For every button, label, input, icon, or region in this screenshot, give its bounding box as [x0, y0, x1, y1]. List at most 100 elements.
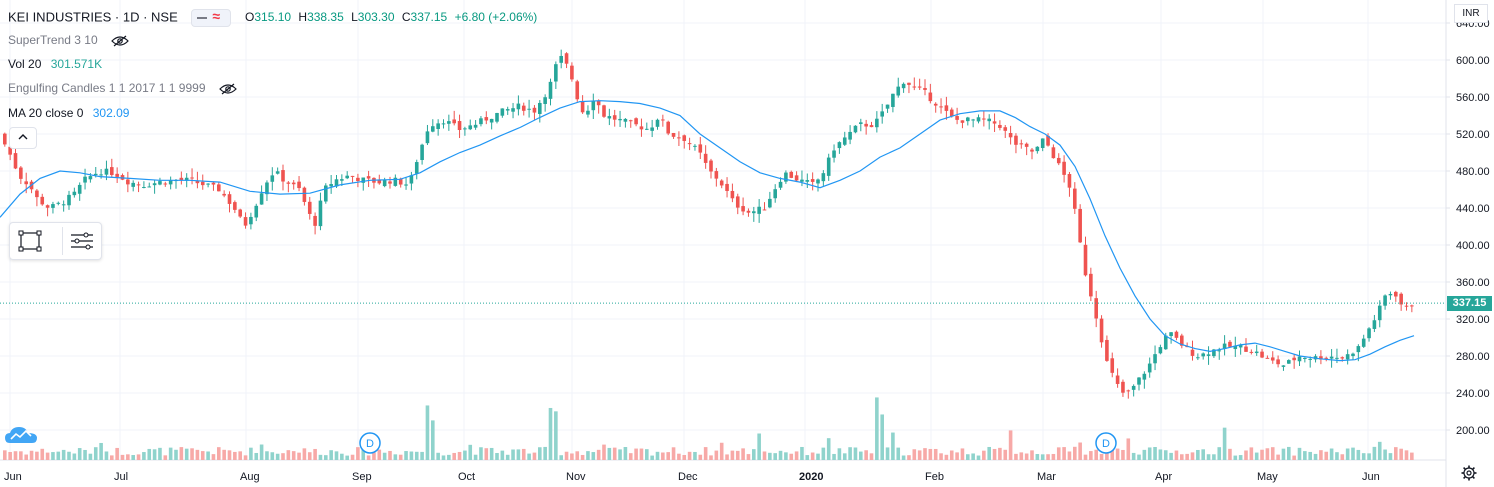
- candle-body: [168, 180, 173, 185]
- indicator-engulfing[interactable]: Engulfing Candles 1 1 2017 1 1 9999: [8, 81, 237, 95]
- candle-body: [1035, 146, 1040, 152]
- candle-body: [1137, 377, 1141, 385]
- dividend-marker-label: D: [366, 438, 374, 450]
- candle-body: [334, 179, 339, 187]
- candle-body: [126, 179, 130, 185]
- ohlc-values: O315.10 H338.35 L303.30 C337.15 +6.80 (+…: [245, 10, 537, 24]
- candle-body: [933, 103, 938, 106]
- volume-bar: [361, 446, 366, 460]
- candle-body: [923, 88, 927, 90]
- price-tick-label: 520.00: [1456, 129, 1490, 141]
- collapse-legend-button[interactable]: [9, 127, 37, 149]
- volume-bar: [500, 450, 505, 460]
- candle-body: [949, 109, 954, 117]
- candle-body: [864, 123, 868, 127]
- volume-bar: [447, 454, 451, 460]
- volume-bar: [628, 453, 633, 460]
- candle-body: [602, 105, 606, 117]
- eye-crossed-icon[interactable]: [218, 83, 237, 95]
- volume-bar: [554, 411, 558, 460]
- indicator-ma[interactable]: MA 20 close 0 302.09: [8, 106, 129, 120]
- tradingview-cloud-icon[interactable]: [4, 424, 38, 446]
- candle-body: [425, 131, 430, 144]
- volume-bar: [570, 453, 574, 460]
- volume-bar: [698, 454, 703, 460]
- gear-icon[interactable]: [1461, 465, 1477, 481]
- volume-bar: [393, 454, 398, 460]
- candle-body: [1244, 346, 1248, 352]
- high-value: 338.35: [307, 10, 344, 25]
- indicator-volume[interactable]: Vol 20 301.571K: [8, 57, 102, 71]
- volume-bar: [468, 444, 473, 460]
- close-value: 337.15: [410, 10, 448, 25]
- candle-body: [473, 124, 478, 128]
- volume-bar: [1244, 450, 1248, 460]
- volume-bar: [1345, 448, 1350, 460]
- volume-bar: [307, 452, 312, 460]
- volume-bar: [152, 449, 157, 460]
- volume-bar: [939, 453, 943, 460]
- candle-body: [238, 209, 242, 217]
- legend-mode-toggle[interactable]: ≈: [191, 8, 232, 27]
- volume-bar: [762, 451, 767, 460]
- volume-bar: [420, 451, 424, 460]
- currency-label[interactable]: INR: [1454, 4, 1488, 23]
- volume-bar: [473, 454, 478, 460]
- volume-bar: [832, 453, 836, 460]
- eye-crossed-icon[interactable]: [111, 35, 129, 47]
- price-tick-label: 280.00: [1456, 351, 1490, 363]
- rectangle-tool-icon[interactable]: [16, 227, 44, 255]
- volume-bar: [1329, 448, 1334, 460]
- candle-body: [1003, 127, 1008, 131]
- volume-bar: [1233, 455, 1238, 460]
- candle-body: [377, 180, 382, 184]
- volume-bar: [521, 448, 526, 460]
- volume-bar: [61, 449, 66, 460]
- candle-body: [1094, 298, 1098, 319]
- candle-body: [1329, 356, 1334, 359]
- object-tree-icon[interactable]: [68, 227, 96, 255]
- volume-bar: [575, 451, 580, 460]
- candle-body: [366, 176, 371, 179]
- volume-bar: [227, 450, 232, 460]
- indicator-supertrend[interactable]: SuperTrend 3 10: [8, 33, 129, 47]
- candle-body: [1142, 373, 1147, 380]
- candle-body: [1388, 294, 1393, 296]
- volume-bar: [998, 447, 1002, 460]
- candle-body: [516, 103, 521, 110]
- candle-body: [1228, 341, 1232, 347]
- volume-bar: [83, 449, 87, 460]
- dividend-marker[interactable]: [1095, 432, 1117, 454]
- volume-bar: [184, 448, 189, 460]
- volume-bar: [1260, 449, 1264, 460]
- time-tick-label: Apr: [1155, 471, 1172, 483]
- candle-body: [1383, 295, 1387, 306]
- volume-bar: [516, 449, 521, 460]
- time-tick-label: Sep: [352, 471, 372, 483]
- candle-body: [40, 196, 45, 205]
- volume-bar: [1356, 449, 1361, 460]
- volume-bar: [880, 414, 884, 460]
- candle-body: [1073, 188, 1077, 209]
- candle-body: [998, 124, 1002, 128]
- candle-body: [505, 109, 510, 111]
- symbol-title[interactable]: KEI INDUSTRIES · 1D · NSE: [8, 9, 178, 25]
- candle-body: [1024, 143, 1029, 147]
- volume-bar: [1035, 454, 1040, 460]
- candle-body: [623, 118, 628, 122]
- candle-body: [489, 118, 494, 123]
- candle-body: [1222, 343, 1227, 349]
- volume-bar: [853, 447, 858, 460]
- dividend-marker[interactable]: [359, 432, 381, 454]
- candle-body: [1040, 138, 1045, 149]
- volume-bar: [1105, 451, 1109, 460]
- candle-body: [1089, 273, 1093, 297]
- candle-body: [746, 210, 751, 213]
- volume-bar: [302, 448, 307, 460]
- drawing-toolbox[interactable]: [9, 222, 102, 260]
- candle-body: [179, 177, 184, 181]
- candle-body: [1126, 390, 1131, 392]
- volume-bar: [837, 448, 842, 460]
